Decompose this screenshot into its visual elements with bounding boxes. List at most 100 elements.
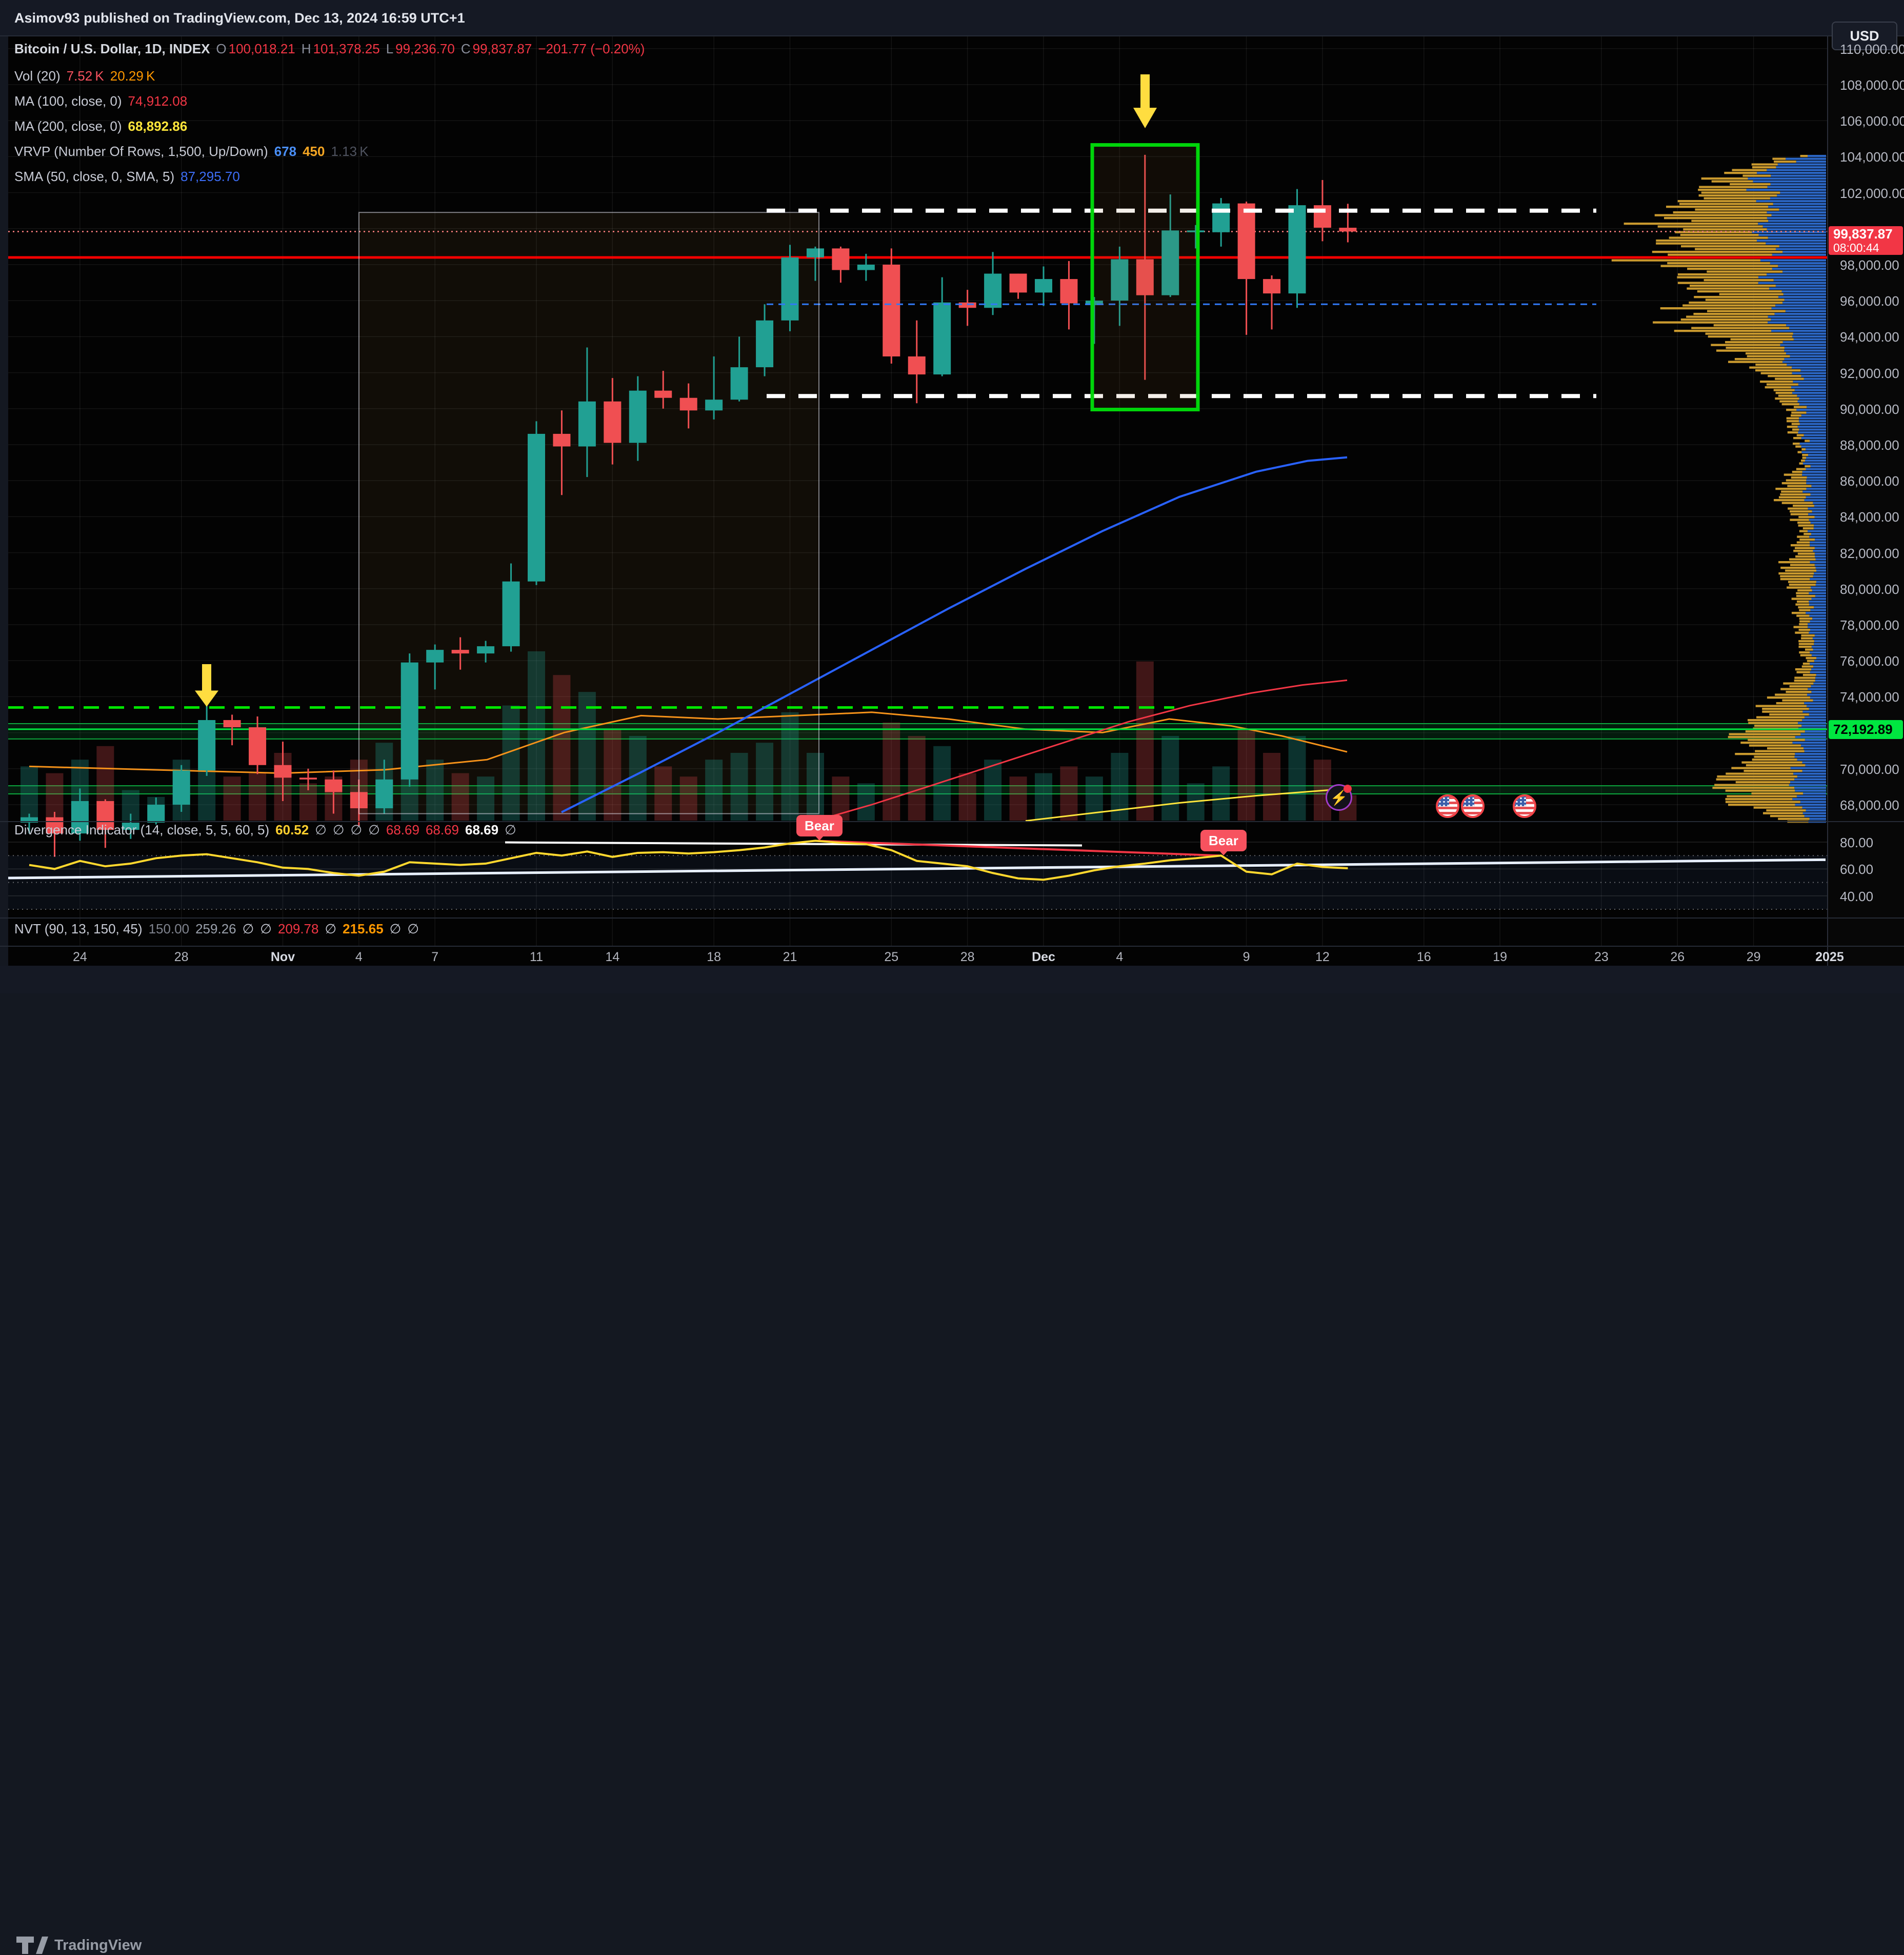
time-axis-label: 9 [1242, 950, 1250, 964]
ma100-row[interactable]: MA (100, close, 0) 74,912.08 [14, 93, 193, 109]
legend-token: 1.13 K [331, 144, 369, 159]
nvt-row[interactable]: NVT (90, 13, 150, 45) 150.00 259.26 ∅ ∅ 209.7… [14, 921, 425, 937]
legend-token: 68,892.86 [128, 118, 188, 134]
top-publish-bar: Asimov93 published on TradingView.com, D… [0, 0, 1904, 36]
time-axis-label: 29 [1746, 950, 1761, 964]
legend-token: ∅ [505, 822, 516, 837]
pane-separators [0, 35, 1904, 947]
price-axis-label: 86,000.00 [1840, 473, 1899, 489]
green-band-upper[interactable] [8, 723, 1827, 740]
legend-token: L [386, 41, 394, 56]
time-axis-label: 16 [1416, 950, 1431, 964]
legend-token: 678 [274, 144, 297, 159]
flag-canton [1438, 796, 1450, 806]
price-axis-label: 74,000.00 [1840, 689, 1899, 705]
price-axis-column[interactable] [1827, 36, 1904, 966]
tradingview-mark-icon [16, 1937, 48, 1954]
price-axis-label: 108,000.00 [1840, 77, 1904, 93]
highlight-box-fill[interactable] [359, 212, 819, 814]
legend-token: Divergence Indicator (14, close, 5, 5, 6… [14, 822, 270, 837]
legend-token: 68.69 [465, 822, 499, 837]
legend-token: −201.77 (−0.20%) [538, 41, 645, 56]
legend-token: 68.69 [386, 822, 419, 837]
divergence-indicator-line [29, 840, 1348, 881]
legend-token: ∅ [350, 822, 363, 837]
highlight-box-border[interactable] [358, 212, 819, 814]
legend-token: H [301, 41, 311, 56]
legend-token: C [460, 41, 471, 56]
legend-token: MA (100, close, 0) [14, 93, 122, 109]
last-price-value: 99,837.87 [1833, 226, 1893, 242]
tradingview-logo[interactable]: TradingView [15, 1936, 142, 1955]
time-axis-label: 19 [1493, 950, 1507, 964]
legend-token: 101,378.25 [313, 41, 380, 56]
us-flag-event-icon[interactable] [1436, 794, 1459, 818]
time-axis-label: 4 [355, 950, 363, 964]
legend-token: 450 [303, 144, 325, 159]
time-axis-label: 28 [960, 950, 975, 964]
us-flag-event-icon[interactable] [1513, 794, 1536, 818]
price-axis-label: 78,000.00 [1840, 617, 1899, 633]
vrvp-row[interactable]: VRVP (Number Of Rows, 1,500, Up/Down) 678… [14, 144, 375, 159]
price-axis-label: 68,000.00 [1840, 797, 1899, 813]
publish-title: Asimov93 published on TradingView.com, D… [14, 10, 465, 26]
yellow-arrow-2[interactable] [1133, 74, 1157, 128]
volume-row[interactable]: Vol (20) 7.52 K 20.29 K [14, 68, 161, 84]
lightning-event-icon[interactable]: ⚡ [1326, 784, 1352, 811]
divergence-band [8, 855, 1827, 909]
legend-token: 99,236.70 [395, 41, 455, 56]
price-axis-label: 92,000.00 [1840, 365, 1899, 381]
candlesticks [21, 154, 1357, 857]
ma200-line [1025, 788, 1348, 822]
price-axis-label: 94,000.00 [1840, 329, 1899, 345]
price-axis-label: 84,000.00 [1840, 509, 1899, 525]
volume-ma-line [29, 711, 1348, 774]
symbol-row[interactable]: Bitcoin / U.S. Dollar, 1D, INDEX O 100,018… [14, 41, 651, 57]
divergence-red-line [815, 840, 1220, 857]
time-axis-label: Nov [270, 950, 295, 964]
legend-token: 215.65 [343, 921, 384, 936]
ma200-row[interactable]: MA (200, close, 0) 68,892.86 [14, 118, 193, 134]
time-axis-label: 12 [1315, 950, 1330, 964]
time-axis-label: 18 [707, 950, 721, 964]
chart-canvas [0, 35, 1904, 947]
ma100-line [815, 679, 1348, 822]
time-axis-label: 25 [884, 950, 899, 964]
price-axis-label: 110,000.00 [1840, 41, 1904, 57]
green-box[interactable] [1090, 143, 1200, 412]
us-flag-event-icon[interactable] [1461, 794, 1485, 818]
price-axis-label: 98,000.00 [1840, 257, 1899, 273]
time-axis-label: 28 [174, 950, 189, 964]
legend-token: ∅ [242, 921, 254, 936]
legend-token: ∅ [325, 921, 337, 936]
divergence-row[interactable]: Divergence Indicator (14, close, 5, 5, 6… [14, 822, 523, 838]
legend-token: MA (200, close, 0) [14, 118, 122, 134]
legend-token: ∅ [315, 822, 327, 837]
bear-divergence-label-2[interactable]: Bear [1200, 830, 1247, 855]
legend-token: 150.00 [148, 921, 190, 936]
divergence-axis-label: 60.00 [1840, 862, 1874, 877]
price-axis-label: 106,000.00 [1840, 113, 1904, 129]
last-price-tag: 99,837.87 08:00:44 [1829, 226, 1903, 255]
legend-token: 74,912.08 [128, 93, 188, 109]
time-axis-label: 7 [431, 950, 439, 964]
price-axis-label: 76,000.00 [1840, 653, 1899, 669]
divergence-axis-label: 80.00 [1840, 835, 1874, 850]
divergence-white-long [8, 858, 1826, 880]
currency-label: USD [1850, 28, 1879, 44]
sma50-row[interactable]: SMA (50, close, 0, SMA, 5) 87,295.70 [14, 169, 246, 185]
legend-token: ∅ [332, 822, 345, 837]
currency-usd-button[interactable]: USD [1832, 22, 1897, 50]
price-axis-label: 90,000.00 [1840, 401, 1899, 417]
time-axis-label: 23 [1594, 950, 1609, 964]
time-axis-label: 21 [783, 950, 797, 964]
legend-token: ∅ [389, 921, 402, 936]
time-axis-label: Dec [1032, 950, 1055, 964]
legend-token: O [216, 41, 227, 56]
notification-dot [1344, 785, 1352, 793]
bear-divergence-label-1[interactable]: Bear [796, 815, 843, 841]
yellow-arrow-1[interactable] [195, 664, 218, 707]
legend-token: 68.69 [425, 822, 459, 837]
price-axis-label: 80,000.00 [1840, 581, 1899, 597]
time-axis-label: 26 [1670, 950, 1685, 964]
